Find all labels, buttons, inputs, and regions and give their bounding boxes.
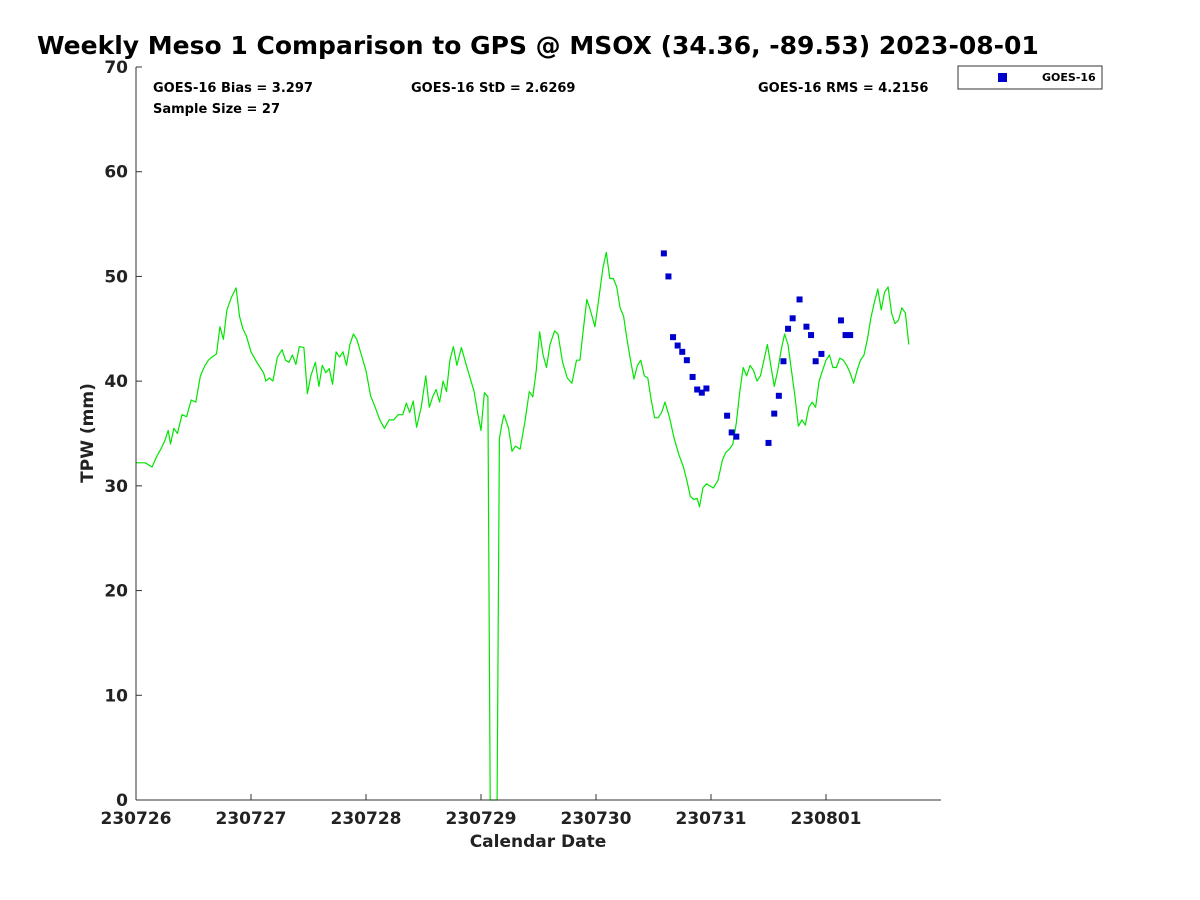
stat-sample-size: Sample Size = 27 xyxy=(153,102,280,117)
x-tick-label: 230726 xyxy=(101,809,172,829)
y-ticks: 0 10 20 30 40 50 60 70 xyxy=(104,58,142,811)
goes16-point xyxy=(808,332,815,339)
goes16-point xyxy=(660,250,667,257)
y-tick-label: 60 xyxy=(104,163,128,183)
goes16-point xyxy=(765,439,772,446)
axes: 0 10 20 30 40 50 60 70 230726 230727 230728 230729… xyxy=(101,58,941,829)
goes16-point xyxy=(780,358,787,365)
y-tick-label: 20 xyxy=(104,582,128,602)
y-tick-label: 0 xyxy=(116,791,128,811)
x-tick-label: 230731 xyxy=(676,809,747,829)
x-tick-label: 230801 xyxy=(791,809,862,829)
goes16-point xyxy=(698,389,705,396)
goes16-point xyxy=(733,433,740,440)
goes16-point xyxy=(789,315,796,322)
goes16-point xyxy=(694,386,701,393)
gps-tpw-line xyxy=(136,251,910,801)
goes16-point xyxy=(683,357,690,364)
goes16-point xyxy=(842,332,849,339)
stat-std: GOES-16 StD = 2.6269 xyxy=(411,81,575,96)
goes16-point xyxy=(728,429,735,436)
goes16-point xyxy=(818,350,825,357)
legend-label-goes16: GOES-16 xyxy=(1042,71,1096,84)
legend-box xyxy=(957,65,1103,90)
y-tick-label: 30 xyxy=(104,477,128,497)
stat-bias: GOES-16 Bias = 3.297 xyxy=(153,81,313,96)
y-tick-label: 50 xyxy=(104,267,128,287)
x-tick-label: 230730 xyxy=(561,809,632,829)
goes16-point xyxy=(803,323,810,330)
goes16-point xyxy=(703,385,710,392)
goes16-point xyxy=(670,334,677,341)
x-tick-label: 230728 xyxy=(331,809,402,829)
goes16-point xyxy=(771,410,778,417)
goes16-point xyxy=(837,317,844,324)
x-axis-label: Calendar Date xyxy=(470,832,607,852)
goes16-point xyxy=(679,348,686,355)
stat-rms: GOES-16 RMS = 4.2156 xyxy=(758,81,928,96)
legend: GOES-16 xyxy=(957,65,1103,90)
goes16-point xyxy=(796,296,803,303)
y-tick-label: 40 xyxy=(104,372,128,392)
goes16-point xyxy=(665,273,672,280)
goes16-point xyxy=(785,325,792,332)
legend-marker-goes16 xyxy=(998,73,1007,82)
stats-annotations: GOES-16 Bias = 3.297 GOES-16 StD = 2.626… xyxy=(153,81,928,117)
plot-area xyxy=(136,67,941,800)
x-tick-label: 230729 xyxy=(446,809,517,829)
y-axis-label: TPW (mm) xyxy=(78,383,98,483)
goes16-point xyxy=(775,392,782,399)
y-tick-label: 10 xyxy=(104,686,128,706)
chart-title: Weekly Meso 1 Comparison to GPS @ MSOX (… xyxy=(37,31,1039,60)
data-layer xyxy=(136,250,910,801)
goes16-point xyxy=(812,358,819,365)
y-tick-label: 70 xyxy=(104,58,128,78)
x-ticks: 230726 230727 230728 230729 230730 230731 2308… xyxy=(101,794,862,829)
goes16-point xyxy=(689,373,696,380)
goes16-point xyxy=(724,412,731,419)
x-tick-label: 230727 xyxy=(216,809,287,829)
goes16-point xyxy=(847,332,854,339)
goes16-point xyxy=(674,342,681,349)
